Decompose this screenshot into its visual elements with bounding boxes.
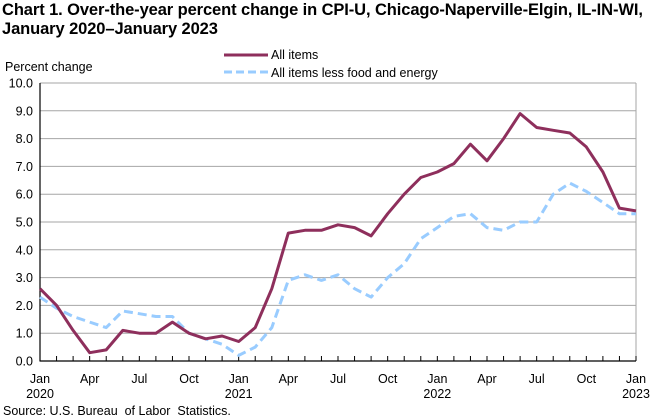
chart-title-line1: Chart 1. Over-the-year percent change in… <box>2 1 643 19</box>
x-tick-year-label: 2021 <box>225 387 253 401</box>
x-tick-year-label: 2023 <box>622 387 650 401</box>
x-tick-label: Jan <box>30 372 50 386</box>
x-tick-label: Oct <box>179 372 199 386</box>
x-tick-label: Oct <box>378 372 398 386</box>
legend-item-core: All items less food and energy <box>224 66 439 80</box>
x-tick-year-label: 2022 <box>423 387 451 401</box>
x-tick-label: Jan <box>626 372 646 386</box>
y-axis-label: Percent change <box>5 60 93 74</box>
x-tick-label: Apr <box>477 372 496 386</box>
y-tick-label: 5.0 <box>16 216 33 230</box>
y-tick-label: 7.0 <box>16 160 33 174</box>
x-tick-label: Jan <box>427 372 447 386</box>
chart-subtitle: January 2020–January 2023 <box>2 20 218 38</box>
source-note: Source: U.S. Bureau of Labor Statistics. <box>3 404 231 418</box>
x-tick-label: Jul <box>529 372 545 386</box>
legend-label-core: All items less food and energy <box>271 66 439 80</box>
x-tick-label: Jul <box>330 372 346 386</box>
y-tick-label: 1.0 <box>16 327 33 341</box>
series-line-all-items <box>38 112 637 355</box>
y-tick-label: 0.0 <box>16 355 33 369</box>
x-tick-label: Apr <box>80 372 99 386</box>
series-line-core <box>39 181 636 357</box>
x-tick-label: Apr <box>279 372 298 386</box>
x-tick-label: Jul <box>131 372 147 386</box>
y-axis-ticks: 0.0 1.0 2.0 3.0 4.0 5.0 6.0 7.0 8.0 9.0 10.0 <box>9 77 33 369</box>
y-tick-label: 4.0 <box>16 243 33 257</box>
x-tick-year-label: 2020 <box>26 387 54 401</box>
y-tick-label: 8.0 <box>16 132 33 146</box>
gridlines <box>40 82 637 361</box>
y-tick-label: 9.0 <box>16 104 33 118</box>
legend-label-all-items: All items <box>271 48 318 62</box>
y-tick-label: 10.0 <box>9 77 33 91</box>
x-tick-label: Jan <box>229 372 249 386</box>
legend-item-all-items: All items <box>224 48 318 62</box>
x-tick-label: Oct <box>577 372 597 386</box>
chart-title: Chart 1. Over-the-year percent change in… <box>2 1 643 39</box>
series-lines <box>38 112 637 357</box>
y-tick-label: 2.0 <box>16 299 33 313</box>
y-tick-label: 6.0 <box>16 188 33 202</box>
y-tick-label: 3.0 <box>16 271 33 285</box>
legend: All items All items less food and energy <box>224 48 439 80</box>
